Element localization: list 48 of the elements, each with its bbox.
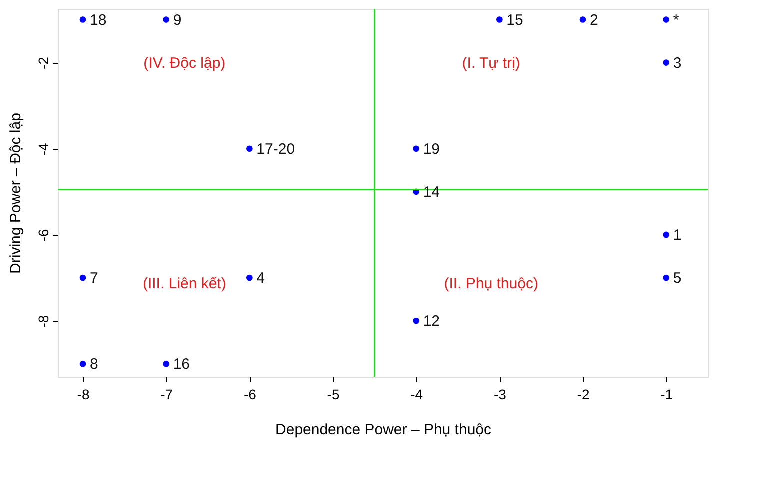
point [663, 274, 670, 282]
point [80, 16, 86, 23]
annotation: 4 [256, 270, 266, 288]
x-tick-label: -1 [660, 386, 674, 402]
y-tick-label: -4 [36, 142, 52, 156]
annotation: 1 [673, 226, 682, 244]
x-tick-label: -3 [494, 386, 507, 402]
x-tick-label: -7 [160, 386, 174, 402]
x-axis-title: Dependence Power – Phụ thuộc [276, 422, 492, 438]
point [163, 16, 170, 23]
y-tick-label: -8 [36, 315, 52, 328]
annotation: 12 [423, 313, 440, 330]
annotation: 19 [423, 140, 440, 158]
point [663, 16, 670, 23]
y-axis-title: Driving Power – Độc lập [8, 113, 24, 274]
x-tick-label: -8 [77, 386, 90, 402]
x-tick-label: -4 [410, 386, 424, 402]
point [80, 360, 86, 368]
x-tick-label: -2 [577, 386, 590, 402]
point [163, 360, 170, 368]
point [663, 232, 670, 238]
annotation: 8 [90, 356, 98, 374]
annotation: 18 [90, 12, 107, 29]
point [246, 146, 253, 152]
point [246, 274, 253, 282]
point [663, 60, 670, 66]
point [80, 274, 86, 282]
point [413, 318, 420, 324]
x-tick-label: -6 [244, 386, 257, 402]
annotation: 3 [673, 54, 682, 72]
annotation: (I. Tự trị) [462, 55, 520, 72]
annotation: (III. Liên kết) [142, 275, 226, 292]
y-tick-label: -6 [36, 229, 52, 242]
point [580, 16, 586, 23]
annotation: 5 [673, 270, 682, 288]
annotation: 15 [506, 12, 524, 29]
annotation: 17-20 [256, 140, 296, 158]
annotation: 2 [590, 12, 598, 29]
x-tick-label: -5 [327, 386, 340, 402]
point [413, 146, 420, 152]
annotation: 7 [90, 270, 98, 288]
annotation: (II. Phụ thuộc) [444, 275, 538, 292]
point [496, 16, 503, 23]
annotation: 9 [173, 12, 182, 29]
annotation: 16 [173, 356, 190, 374]
annotation: * [673, 12, 680, 29]
y-tick-label: -2 [36, 56, 52, 70]
annotation: (IV. Độc lập) [144, 55, 226, 72]
